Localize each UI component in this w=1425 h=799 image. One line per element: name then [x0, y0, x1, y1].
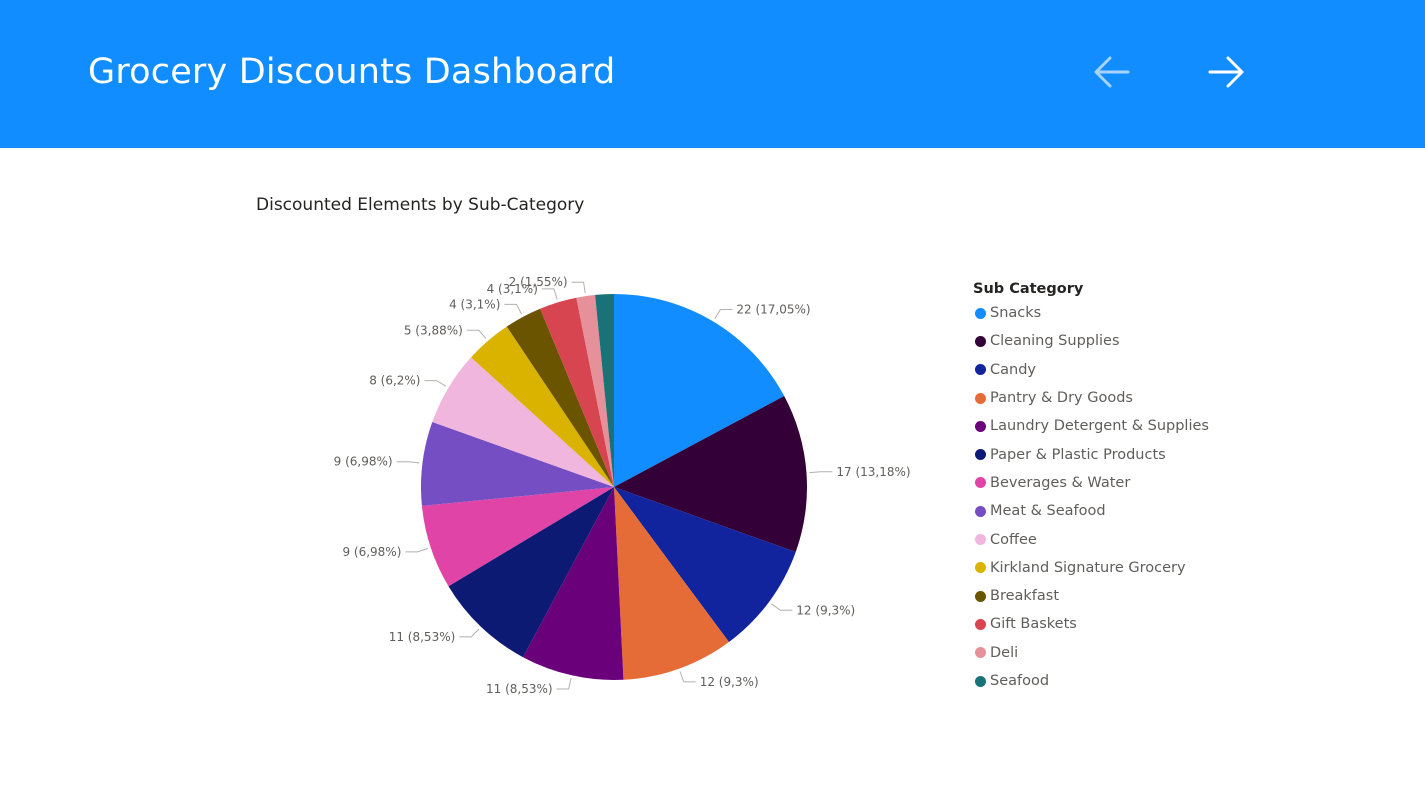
forward-button[interactable]	[1204, 50, 1248, 94]
legend-item-meat-and-seafood[interactable]: Meat & Seafood	[973, 497, 1209, 525]
arrow-right-icon	[1208, 56, 1244, 88]
leader-line-deli	[571, 281, 586, 294]
data-label-pantry-and-dry-goods: 12 (9,3%)	[700, 675, 759, 689]
legend-label: Cleaning Supplies	[990, 333, 1120, 350]
pie-slice-meat-and-seafood[interactable]	[420, 421, 614, 506]
data-label-paper-and-plastic-products: 11 (8,53%)	[389, 630, 456, 644]
leader-line-gift-baskets	[541, 288, 558, 300]
leader-line-paper-and-plastic-products	[459, 628, 480, 638]
pie-slice-breakfast[interactable]	[506, 308, 614, 487]
leader-line-laundry-detergent-and-supplies	[556, 678, 572, 690]
legend-marker	[975, 392, 986, 404]
data-label-snacks: 22 (17,05%)	[736, 303, 810, 317]
legend-item-seafood[interactable]: Seafood	[973, 667, 1209, 695]
data-label-coffee: 8 (6,2%)	[369, 374, 420, 388]
legend-label: Pantry & Dry Goods	[990, 390, 1133, 407]
legend-marker	[975, 534, 986, 546]
legend-marker	[975, 364, 986, 376]
chart-legend: Sub Category Snacks Cleaning Supplies Cand…	[973, 281, 1209, 695]
legend-label: Paper & Plastic Products	[990, 446, 1166, 463]
pie-slice-pantry-and-dry-goods[interactable]	[614, 487, 729, 680]
leader-line-candy	[771, 603, 793, 611]
pie-slice-beverages-and-water[interactable]	[421, 487, 614, 587]
legend-marker	[975, 477, 986, 489]
legend-label: Gift Baskets	[990, 616, 1077, 633]
data-label-candy: 12 (9,3%)	[796, 603, 855, 617]
legend-marker	[975, 647, 986, 659]
legend-item-laundry-detergent-and-supplies[interactable]: Laundry Detergent & Supplies	[973, 412, 1209, 440]
legend-item-coffee[interactable]: Coffee	[973, 525, 1209, 553]
back-button[interactable]	[1090, 50, 1134, 94]
legend-marker	[975, 618, 986, 630]
report-header: Grocery Discounts Dashboard	[0, 0, 1425, 148]
legend-item-beverages-and-water[interactable]: Beverages & Water	[973, 469, 1209, 497]
legend-marker	[975, 307, 986, 319]
legend-marker	[975, 335, 986, 347]
pie-chart: 22 (17,05%) 17 (13,18%) 12 (9,3%) 12 (9,3%)…	[334, 275, 911, 696]
legend-item-cleaning-supplies[interactable]: Cleaning Supplies	[973, 327, 1209, 355]
legend-item-candy[interactable]: Candy	[973, 356, 1209, 384]
legend-label: Deli	[990, 644, 1019, 661]
legend-item-snacks[interactable]: Snacks	[973, 299, 1209, 327]
legend-label: Beverages & Water	[990, 474, 1131, 491]
pie-slice-snacks[interactable]	[614, 294, 785, 487]
data-label-cleaning-supplies: 17 (13,18%)	[836, 465, 910, 479]
legend-marker	[975, 505, 986, 517]
legend-label: Breakfast	[990, 588, 1060, 605]
legend-title: Sub Category	[973, 281, 1084, 297]
legend-item-kirkland-signature-grocery[interactable]: Kirkland Signature Grocery	[973, 554, 1209, 582]
legend-label: Candy	[990, 361, 1036, 378]
pie-slice-kirkland-signature-grocery[interactable]	[471, 326, 614, 487]
legend-label: Coffee	[990, 531, 1037, 548]
pie-slice-laundry-detergent-and-supplies[interactable]	[523, 487, 624, 681]
legend-marker	[975, 420, 986, 432]
data-label-deli: 2 (1,55%)	[509, 275, 568, 289]
legend-item-deli[interactable]: Deli	[973, 639, 1209, 667]
pie-slice-candy[interactable]	[614, 487, 796, 643]
legend-item-gift-baskets[interactable]: Gift Baskets	[973, 610, 1209, 638]
legend-label: Snacks	[990, 305, 1042, 322]
leader-line-beverages-and-water	[405, 548, 429, 553]
pie-slice-seafood[interactable]	[595, 294, 614, 487]
legend-label: Kirkland Signature Grocery	[990, 559, 1186, 576]
legend-item-breakfast[interactable]: Breakfast	[973, 582, 1209, 610]
leader-line-coffee	[424, 380, 447, 387]
chart-title: Discounted Elements by Sub-Category	[256, 195, 585, 215]
legend-marker	[975, 449, 986, 461]
legend-marker	[975, 675, 986, 687]
page-title: Grocery Discounts Dashboard	[88, 52, 616, 92]
data-label-laundry-detergent-and-supplies: 11 (8,53%)	[486, 682, 553, 696]
arrow-left-icon	[1094, 56, 1130, 88]
data-label-beverages-and-water: 9 (6,98%)	[342, 545, 401, 559]
legend-marker	[975, 590, 986, 602]
data-label-breakfast: 4 (3,1%)	[449, 297, 500, 311]
pie-slice-cleaning-supplies[interactable]	[614, 396, 808, 553]
pie-slice-paper-and-plastic-products[interactable]	[448, 487, 614, 658]
leader-line-snacks	[714, 309, 733, 320]
data-label-kirkland-signature-grocery: 5 (3,88%)	[404, 323, 463, 337]
data-label-gift-baskets: 4 (3,1%)	[487, 282, 538, 296]
leader-line-cleaning-supplies	[809, 471, 833, 474]
leader-line-meat-and-seafood	[396, 461, 420, 464]
legend-label: Laundry Detergent & Supplies	[990, 418, 1209, 435]
data-label-meat-and-seafood: 9 (6,98%)	[334, 455, 393, 469]
legend-label: Seafood	[990, 673, 1050, 689]
legend-label: Meat & Seafood	[990, 503, 1106, 520]
legend-item-paper-and-plastic-products[interactable]: Paper & Plastic Products	[973, 440, 1209, 468]
pie-slice-gift-baskets[interactable]	[540, 297, 614, 487]
leader-line-kirkland-signature-grocery	[466, 329, 487, 339]
pie-slice-coffee[interactable]	[432, 357, 614, 487]
pie-slice-deli[interactable]	[576, 294, 614, 487]
legend-item-pantry-and-dry-goods[interactable]: Pantry & Dry Goods	[973, 384, 1209, 412]
legend-marker	[975, 562, 986, 574]
leader-line-pantry-and-dry-goods	[679, 671, 696, 683]
leader-line-breakfast	[504, 303, 523, 315]
